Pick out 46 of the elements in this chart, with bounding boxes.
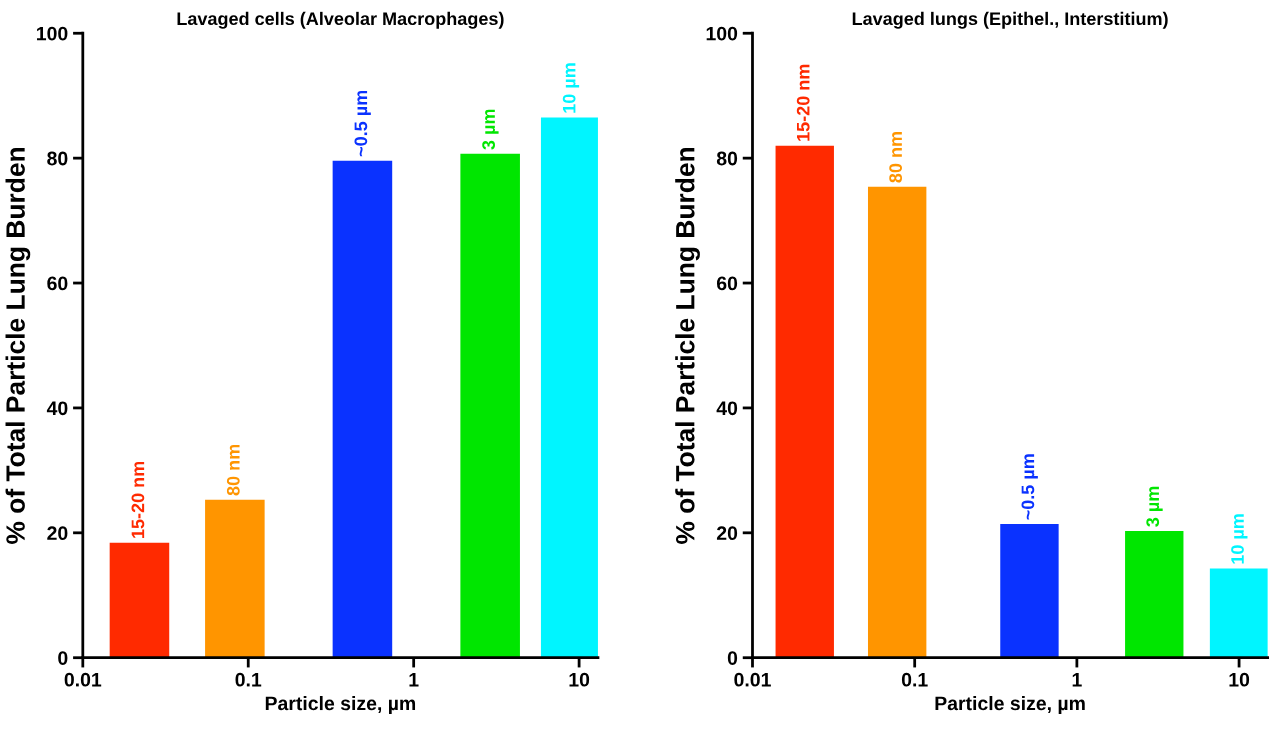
y-tick-label: 100 [706, 26, 738, 41]
chart-title: Lavaged cells (Alveolar Macrophages) [177, 11, 504, 29]
x-tick-label: 0.01 [64, 672, 102, 687]
y-axis-title: % of Total Particle Lung Burden [5, 147, 31, 544]
bar [1000, 524, 1059, 658]
x-tick-label: 1 [409, 673, 419, 687]
bar [332, 160, 393, 658]
bar [205, 499, 265, 658]
text: 3 µm [1146, 486, 1163, 527]
y-tick-label: 0 [58, 651, 68, 665]
text: 15-20 nm [131, 461, 145, 538]
bar [775, 145, 834, 658]
text: 10 µm [562, 63, 580, 113]
text: 80 nm [889, 132, 903, 183]
y-tick-label: 20 [716, 526, 738, 541]
y-axis-title: % of Total Particle Lung Burden [675, 147, 700, 544]
x-tick-label: 1 [1072, 673, 1082, 687]
x-axis-title: Particle size, µm [265, 695, 416, 715]
bar [867, 186, 927, 658]
text: 15-20 nm [796, 64, 810, 141]
text: 10 µm [1231, 514, 1248, 564]
y-tick-label: 0 [727, 651, 738, 665]
text: ~0.5 µm [1021, 454, 1038, 520]
bar [109, 542, 170, 658]
chart-title: Lavaged lungs (Epithel., Interstitium) [852, 11, 1168, 29]
text: 3 µm [482, 109, 499, 150]
y-tick-label: 100 [37, 26, 68, 41]
y-tick-label: 40 [716, 401, 738, 416]
y-tick-label: 60 [716, 276, 738, 291]
x-tick-label: 0.1 [235, 672, 262, 687]
y-tick-label: 80 [47, 151, 68, 166]
y-tick-label: 40 [46, 401, 68, 416]
text: ~0.5 µm [354, 90, 371, 157]
bar [1209, 568, 1268, 658]
bar [460, 153, 520, 658]
y-tick-label: 60 [47, 276, 68, 291]
x-tick-label: 0.01 [734, 672, 771, 687]
x-axis-title: Particle size, µm [935, 695, 1085, 715]
x-tick-label: 0.1 [901, 672, 928, 687]
bar [540, 117, 598, 658]
bar [1125, 530, 1184, 658]
x-tick-label: 10 [1229, 672, 1250, 687]
text: 80 nm [226, 444, 240, 496]
y-tick-label: 80 [716, 151, 738, 166]
x-tick-label: 10 [569, 672, 590, 687]
y-tick-label: 20 [47, 526, 68, 541]
